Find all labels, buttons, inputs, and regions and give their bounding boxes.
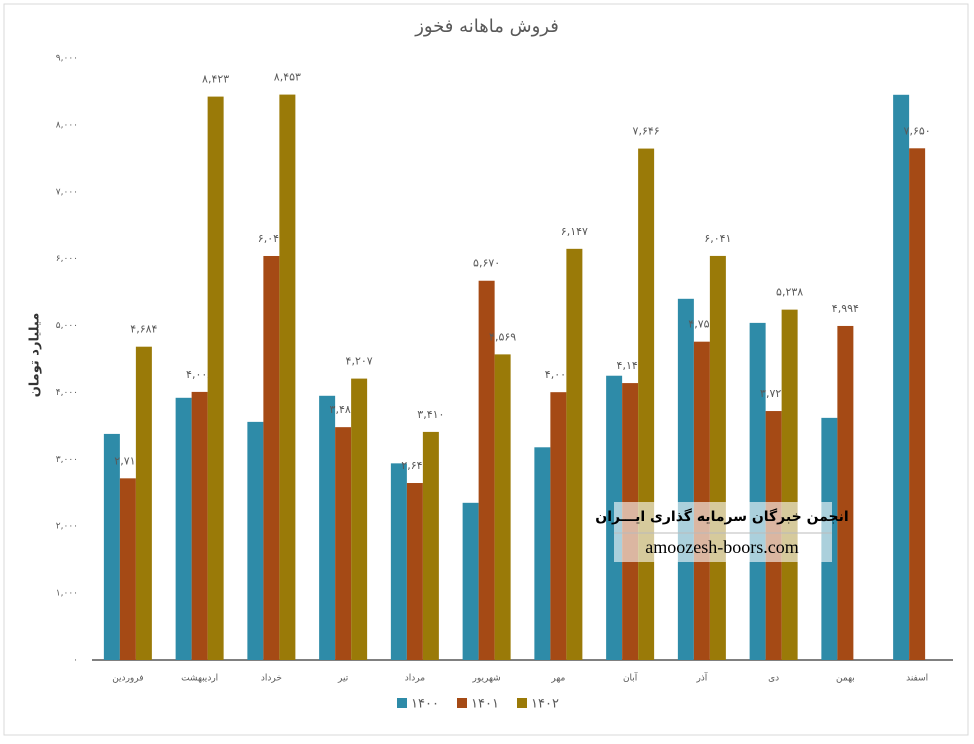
x-tick-label: آذر [695,672,707,684]
data-label: ۳,۷۲۲ [760,387,787,400]
bar [837,325,854,660]
x-tick-label: اسفند [906,674,928,684]
legend-label: ۱۴۰۱ [471,697,499,712]
bar [207,96,224,660]
watermark-box [614,502,832,562]
bar [566,248,583,661]
bar [693,341,710,660]
x-tick-label: دی [768,674,779,684]
data-label: ۷,۶۴۶ [633,125,660,138]
data-label: ۶,۰۴۱ [704,232,731,245]
data-label: ۶,۱۴۷ [561,225,588,238]
watermark-title: انجمن خبرگان سرمایه گذاری ایـــران [595,508,848,525]
bar [422,431,439,660]
bar [390,463,407,660]
data-label: ۸,۴۲۳ [202,73,229,86]
bar [247,421,264,660]
data-label: ۲,۷۱۶ [114,454,141,467]
data-label: ۶,۰۴۰ [258,232,285,245]
bar [175,397,192,660]
data-label: ۳,۴۸۱ [330,403,357,416]
y-tick-label: ۹,۰۰۰ [56,54,78,64]
bar [494,354,511,660]
data-label: ۷,۶۵۰ [904,124,931,137]
bar [781,309,798,660]
data-label: ۴,۰۰۴ [545,368,572,381]
bar [534,447,551,660]
bar [749,322,766,660]
watermark-url: amoozesh-boors.com [645,537,798,557]
data-label: ۴,۹۹۴ [832,302,859,315]
bar [909,148,926,661]
data-label: ۵,۶۷۰ [473,257,500,270]
data-label: ۵,۲۳۸ [776,286,803,299]
y-tick-label: ۷,۰۰۰ [56,187,78,197]
bar [191,391,208,660]
x-tick-label: مرداد [405,674,425,684]
bar [709,255,726,660]
bar [893,94,910,661]
bar [263,255,280,661]
bar [119,478,136,660]
bar [406,483,423,660]
x-tick-label: مهر [550,674,565,684]
bar [319,395,336,660]
legend-label: ۱۴۰۲ [531,697,559,712]
y-tick-label: ۳,۰۰۰ [56,455,78,465]
x-tick-label: فروردین [112,674,143,684]
x-tick-label: تیر [337,674,349,684]
y-tick-label: ۴,۰۰۰ [56,388,78,398]
data-label: ۴,۶۸۴ [130,323,157,336]
bar [103,433,120,660]
y-tick-label: ۰ [73,656,78,666]
x-tick-label: خرداد [261,674,282,684]
y-axis-label: میلیارد تومان [28,313,43,398]
data-label: ۴,۱۴۰ [617,359,644,372]
data-label: ۸,۴۵۳ [274,71,301,84]
legend-label: ۱۴۰۰ [411,697,439,712]
x-tick-label: اردیبهشت [181,674,218,684]
x-tick-label: شهریور [472,674,501,684]
bar [478,280,495,660]
chart-title: فروش ماهانه فخوز [414,16,559,37]
bar [462,502,479,660]
bar [550,392,567,660]
x-tick-label: بهمن [836,674,855,684]
y-tick-label: ۵,۰۰۰ [56,321,78,331]
data-label: ۴,۵۶۹ [489,330,516,343]
y-tick-label: ۲,۰۰۰ [56,522,78,532]
data-label: ۴,۲۰۷ [346,355,373,368]
legend-swatch [397,698,407,708]
data-label: ۳,۴۱۰ [417,408,444,421]
legend-swatch [457,698,467,708]
data-label: ۲,۶۴۶ [401,459,428,472]
bar [135,346,152,660]
x-tick-label: آبان [623,672,638,684]
bar [677,298,694,660]
bar [335,427,352,660]
legend-swatch [517,698,527,708]
bar [638,148,655,660]
data-label: ۴,۷۵۹ [688,318,715,331]
bar [279,94,296,661]
y-tick-label: ۱,۰۰۰ [56,589,78,599]
bar [351,378,368,660]
y-tick-label: ۸,۰۰۰ [56,120,78,130]
y-tick-label: ۶,۰۰۰ [56,254,78,264]
data-label: ۴,۰۰۸ [186,368,213,381]
